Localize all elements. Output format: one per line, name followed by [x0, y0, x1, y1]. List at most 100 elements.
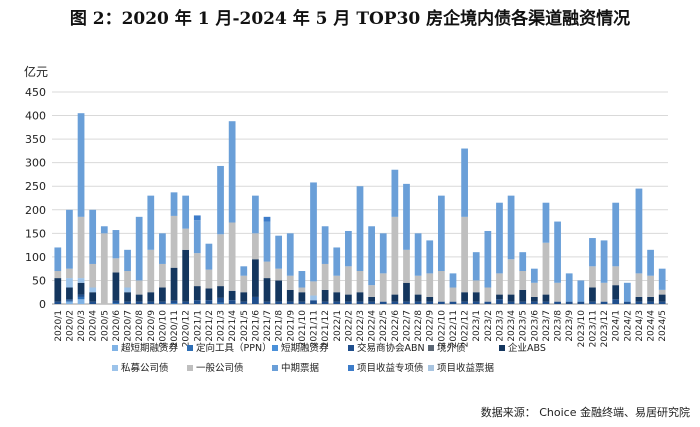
bar-segment — [100, 226, 108, 234]
legend-label: 交易商协会ABN — [357, 342, 425, 354]
x-tick-label: 2022/4 — [368, 310, 378, 342]
bar-segment — [112, 230, 120, 259]
bar-segment — [182, 301, 190, 304]
bar-segment — [77, 296, 85, 300]
bar-segment — [205, 300, 213, 304]
bar-segment — [147, 249, 155, 293]
bar-segment — [414, 233, 422, 276]
bar-segment — [496, 273, 503, 295]
bar-segment — [286, 289, 294, 302]
bar-segment — [414, 294, 422, 302]
y-tick-label: 50 — [32, 274, 46, 287]
legend-label: 短期融资券 — [281, 342, 329, 354]
legend-swatch — [272, 345, 278, 351]
x-tick-label: 2021/11 — [310, 310, 320, 347]
bar-segment — [600, 301, 608, 304]
bar-segment — [252, 195, 259, 234]
bar-segment — [66, 299, 73, 301]
x-tick-label: 2021/12 — [321, 310, 331, 347]
bar-segment — [112, 303, 120, 304]
bar-segment — [89, 209, 97, 264]
bar-segment — [437, 271, 445, 302]
bar-segment — [496, 294, 503, 300]
bar-segment — [635, 273, 643, 297]
bar-segment — [77, 113, 85, 217]
bar-segment — [635, 296, 643, 302]
bar-segment — [612, 202, 620, 267]
legend-label: 中期票据 — [281, 362, 320, 374]
bar-stacks — [54, 113, 666, 304]
bar-segment — [484, 287, 492, 302]
bar-segment — [461, 292, 468, 302]
bar-segment — [205, 269, 213, 289]
bar-segment — [100, 233, 108, 304]
x-tick-label: 2022/10 — [437, 310, 447, 348]
legend-swatch — [348, 345, 354, 351]
bar-segment — [519, 252, 527, 272]
bar-segment — [623, 282, 631, 302]
x-tick-label: 2021/4 — [228, 310, 238, 342]
bar-segment — [54, 247, 62, 272]
bar-segment — [542, 294, 550, 302]
bar-segment — [135, 216, 143, 281]
bar-segment — [623, 301, 631, 304]
bar-segment — [310, 182, 317, 282]
bar-segment — [589, 287, 596, 302]
x-tick-label: 2023/9 — [565, 310, 575, 342]
x-tick-label: 2020/9 — [147, 310, 157, 342]
bar-segment — [507, 301, 515, 304]
bar-segment — [217, 234, 224, 287]
bar-segment — [391, 169, 399, 217]
x-tick-label: 2022/12 — [461, 310, 471, 347]
x-tick-label: 2021/8 — [275, 310, 285, 342]
legend-swatch — [112, 365, 118, 371]
x-tick-label: 2021/10 — [298, 310, 308, 348]
bar-segment — [391, 301, 399, 304]
bar-segment — [333, 247, 341, 276]
bar-segment — [159, 301, 166, 304]
bar-segment — [66, 278, 73, 288]
source-note: 数据来源： Choice 金融终端、易居研究院 — [480, 406, 690, 419]
bar-segment — [356, 301, 364, 304]
legend-label: 一般公司债 — [196, 362, 244, 374]
bar-segment — [228, 121, 236, 223]
x-tick-label: 2022/2 — [344, 310, 354, 342]
legend-label: 定向工具（PPN） — [196, 342, 272, 354]
bar-segment — [554, 301, 561, 304]
bar-segment — [577, 280, 585, 302]
bar-segment — [612, 299, 620, 304]
bar-segment — [530, 282, 538, 297]
bar-segment — [507, 195, 515, 260]
bar-segment — [147, 195, 155, 250]
bar-segment — [612, 266, 620, 286]
bar-segment — [124, 301, 131, 304]
bar-segment — [437, 195, 445, 272]
bar-segment — [333, 275, 341, 293]
bar-segment — [589, 238, 596, 267]
bar-segment — [379, 233, 387, 274]
bar-segment — [484, 230, 492, 288]
x-tick-label: 2023/3 — [495, 310, 505, 342]
bar-segment — [193, 220, 201, 254]
bar-segment — [205, 243, 213, 270]
x-tick-label: 2020/11 — [170, 310, 180, 347]
bar-segment — [298, 301, 306, 304]
y-tick-label: 300 — [25, 157, 46, 170]
bar-segment — [89, 263, 97, 288]
bar-segment — [345, 294, 352, 302]
bar-segment — [66, 301, 73, 304]
bar-segment — [449, 301, 457, 304]
bar-segment — [217, 165, 224, 235]
x-tick-label: 2023/8 — [554, 310, 564, 342]
y-axis-label: 亿元 — [24, 64, 48, 79]
bar-segment — [414, 301, 422, 304]
bar-segment — [182, 228, 190, 250]
bar-segment — [472, 292, 480, 302]
x-tick-label: 2020/8 — [135, 310, 145, 342]
bar-segment — [554, 282, 561, 302]
bar-segment — [449, 273, 457, 288]
bar-segment — [426, 240, 434, 274]
x-tick-label: 2022/5 — [379, 310, 389, 342]
bar-segment — [275, 235, 283, 269]
bar-segment — [426, 296, 434, 302]
